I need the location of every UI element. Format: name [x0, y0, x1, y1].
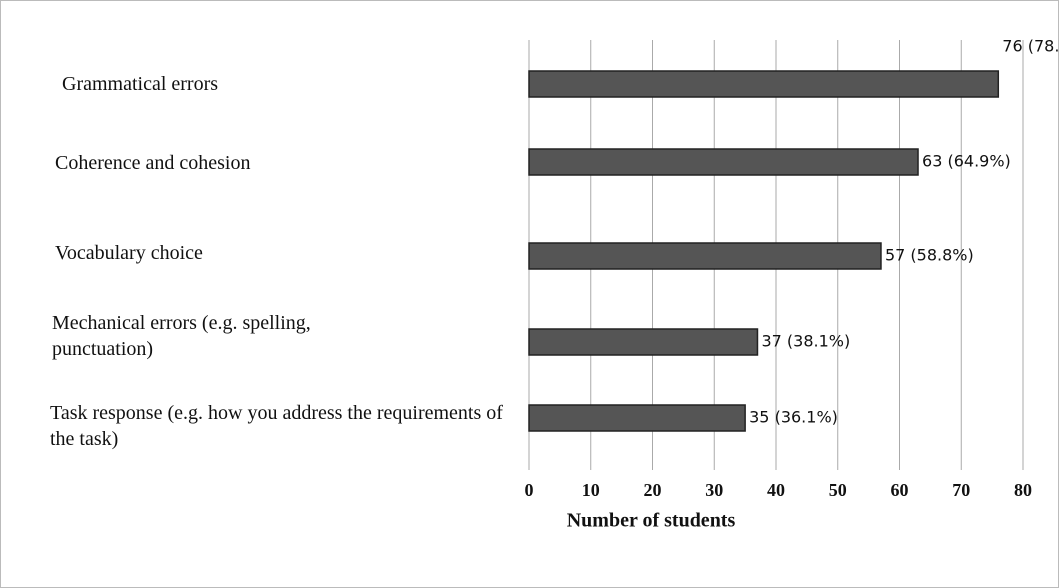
bar	[528, 404, 746, 432]
value-label: 57 (58.8%)	[885, 246, 974, 265]
y-tick-label: Mechanical errors (e.g. spelling, punctu…	[52, 312, 311, 360]
y-tick-label: Vocabulary choice	[55, 242, 203, 264]
bar	[528, 148, 919, 176]
x-tick-label: 10	[582, 480, 600, 500]
x-tick-label: 40	[767, 480, 785, 500]
value-label: 35 (36.1%)	[749, 408, 838, 427]
x-tick-label: 80	[1014, 480, 1032, 500]
y-tick-label: Coherence and cohesion	[55, 152, 251, 174]
x-tick-label: 60	[891, 480, 909, 500]
x-tick-label: 20	[644, 480, 662, 500]
x-tick-label: 0	[525, 480, 534, 500]
bar	[528, 70, 1000, 98]
y-tick-label: Grammatical errors	[62, 73, 219, 95]
x-tick-label: 30	[705, 480, 723, 500]
y-tick-label: Task response (e.g. how you address the …	[50, 402, 503, 450]
bar	[528, 242, 882, 270]
value-label: 37 (38.1%)	[761, 332, 850, 351]
value-label: 63 (64.9%)	[922, 152, 1011, 171]
value-label: 76 (78.4%)	[1002, 37, 1059, 56]
x-tick-label: 50	[829, 480, 847, 500]
x-axis-title: Number of students	[567, 510, 736, 532]
x-tick-label: 70	[952, 480, 970, 500]
bar	[528, 328, 759, 356]
